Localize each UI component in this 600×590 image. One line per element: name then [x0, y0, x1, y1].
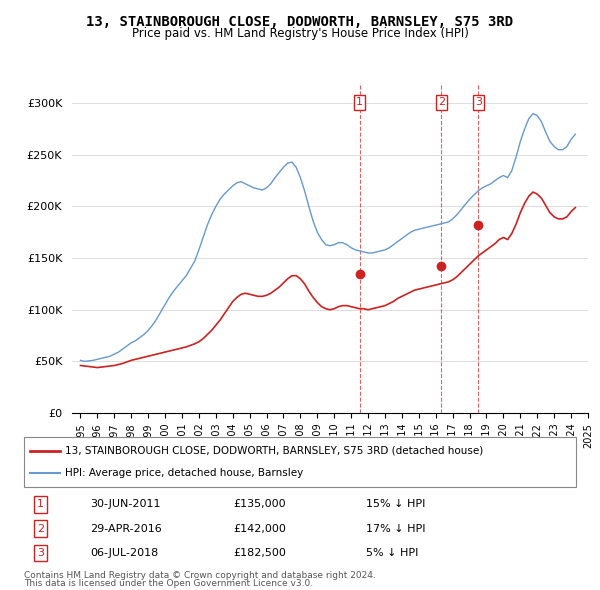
Text: 29-APR-2016: 29-APR-2016 [90, 524, 162, 534]
Text: 3: 3 [37, 548, 44, 558]
Text: 2: 2 [37, 524, 44, 534]
Text: Contains HM Land Registry data © Crown copyright and database right 2024.: Contains HM Land Registry data © Crown c… [24, 571, 376, 580]
Text: This data is licensed under the Open Government Licence v3.0.: This data is licensed under the Open Gov… [24, 579, 313, 588]
Text: 3: 3 [475, 97, 482, 107]
Text: HPI: Average price, detached house, Barnsley: HPI: Average price, detached house, Barn… [65, 468, 304, 478]
Text: £182,500: £182,500 [234, 548, 287, 558]
Text: 13, STAINBOROUGH CLOSE, DODWORTH, BARNSLEY, S75 3RD (detached house): 13, STAINBOROUGH CLOSE, DODWORTH, BARNSL… [65, 445, 484, 455]
Text: 15% ↓ HPI: 15% ↓ HPI [366, 500, 425, 509]
Text: 13, STAINBOROUGH CLOSE, DODWORTH, BARNSLEY, S75 3RD: 13, STAINBOROUGH CLOSE, DODWORTH, BARNSL… [86, 15, 514, 29]
Text: 1: 1 [356, 97, 363, 107]
Text: 2: 2 [438, 97, 445, 107]
Text: 30-JUN-2011: 30-JUN-2011 [90, 500, 161, 509]
Text: 06-JUL-2018: 06-JUL-2018 [90, 548, 158, 558]
Text: £142,000: £142,000 [234, 524, 287, 534]
Text: Price paid vs. HM Land Registry's House Price Index (HPI): Price paid vs. HM Land Registry's House … [131, 27, 469, 40]
FancyBboxPatch shape [24, 437, 576, 487]
Text: 5% ↓ HPI: 5% ↓ HPI [366, 548, 419, 558]
Text: £135,000: £135,000 [234, 500, 286, 509]
Text: 1: 1 [37, 500, 44, 509]
Text: 17% ↓ HPI: 17% ↓ HPI [366, 524, 426, 534]
